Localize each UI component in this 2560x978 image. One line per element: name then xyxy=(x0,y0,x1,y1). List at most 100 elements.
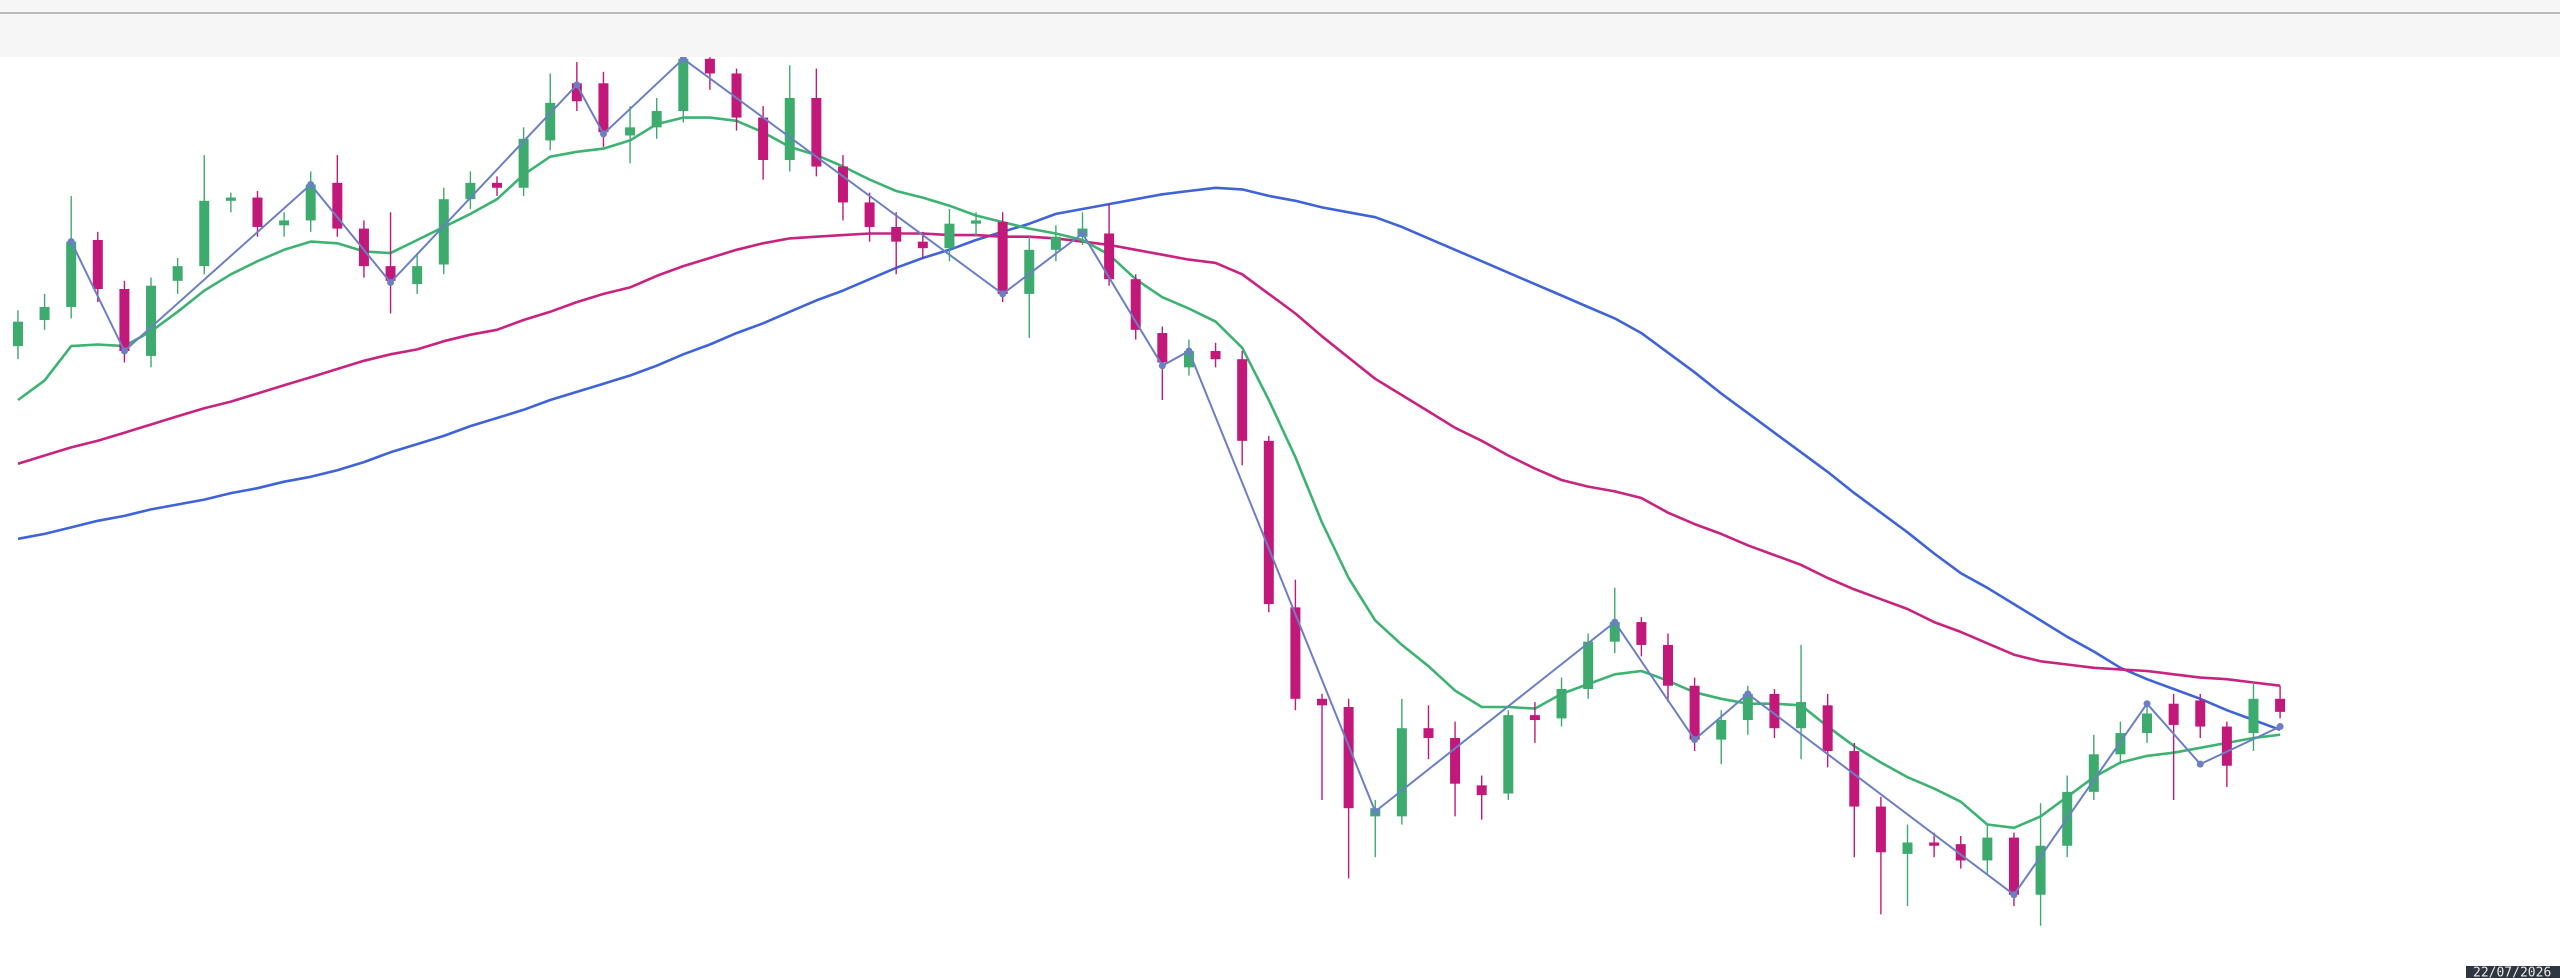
candle-body xyxy=(252,197,263,227)
candle-body xyxy=(811,97,822,167)
candle-body xyxy=(1157,333,1168,363)
candle-body xyxy=(1769,693,1780,729)
candle-body xyxy=(837,166,848,203)
candle-body xyxy=(1050,236,1061,250)
candle-body xyxy=(438,199,449,265)
zigzag-pivot xyxy=(573,81,581,89)
candle-body xyxy=(146,285,157,356)
candle-body xyxy=(2221,726,2232,766)
zigzag-pivot xyxy=(387,278,395,286)
candle-body xyxy=(2168,703,2179,725)
candle-body xyxy=(39,306,50,321)
candle-body xyxy=(1822,705,1833,752)
candle-body xyxy=(598,83,609,133)
candle-body xyxy=(625,127,636,136)
candle-body xyxy=(92,240,103,289)
candle-body xyxy=(332,182,343,229)
candle-body xyxy=(1955,844,1966,861)
candle-body xyxy=(1636,622,1647,645)
moving-average xyxy=(17,186,2281,732)
zigzag-pivot xyxy=(679,55,687,63)
candle-body xyxy=(1476,785,1487,796)
candle-body xyxy=(1662,644,1673,686)
zigzag-pivot xyxy=(1611,618,1619,626)
candle-body xyxy=(1024,249,1035,294)
candle-body xyxy=(358,228,369,267)
candle-body xyxy=(1583,641,1594,690)
candle-body xyxy=(1183,351,1194,368)
candle-body xyxy=(678,58,689,112)
candle-body xyxy=(651,111,662,128)
candle-body xyxy=(704,58,715,74)
candle-body xyxy=(1849,751,1860,807)
candle-body xyxy=(66,241,77,307)
candle-body xyxy=(1609,622,1620,642)
candle-body xyxy=(1689,685,1700,740)
candle-body xyxy=(492,182,503,188)
moving-average xyxy=(17,232,2281,687)
candle-body xyxy=(2248,698,2259,734)
candle-body xyxy=(12,321,23,347)
candle-body xyxy=(758,117,769,161)
candle-body xyxy=(385,266,396,281)
zigzag-pivot xyxy=(307,180,315,188)
zigzag-pivot xyxy=(1078,229,1086,237)
candle-body xyxy=(305,184,316,221)
zigzag-pivot xyxy=(2010,891,2018,899)
zigzag-pivot xyxy=(1691,736,1699,744)
moving-average xyxy=(17,116,2281,830)
candle-body xyxy=(784,97,795,161)
candle-body xyxy=(2275,698,2286,712)
candle-body xyxy=(1263,440,1274,605)
candle-body xyxy=(571,83,582,102)
candle-body xyxy=(1982,837,1993,861)
candle-body xyxy=(1450,737,1461,784)
candle-body xyxy=(917,241,928,249)
zigzag-pivot xyxy=(2196,760,2204,768)
zigzag-pivot xyxy=(1185,347,1193,355)
candle-body xyxy=(279,220,290,226)
candle-body xyxy=(864,202,875,227)
candle-body xyxy=(1290,607,1301,699)
candle-body xyxy=(172,266,183,281)
candle-body xyxy=(1716,720,1727,740)
toolbar-strip xyxy=(0,0,2560,57)
candle-body xyxy=(2142,713,2153,734)
zigzag-pivot xyxy=(1158,362,1166,370)
plot-area xyxy=(12,55,2286,926)
candle-body xyxy=(225,197,236,201)
candle-body xyxy=(1210,351,1221,360)
candle-body xyxy=(1556,689,1567,719)
zigzag-pivot xyxy=(120,347,128,355)
zigzag-pivot xyxy=(1744,690,1752,698)
candle-body xyxy=(1875,806,1886,853)
candle-body xyxy=(412,266,423,285)
zigzag-pivot xyxy=(67,238,75,246)
date-label: 22/07/2026 21 xyxy=(2473,966,2560,978)
zigzag-pivot xyxy=(1371,807,1379,815)
zigzag-line xyxy=(70,57,2281,896)
candle-body xyxy=(2088,754,2099,792)
date-label-box xyxy=(2466,966,2560,978)
candle-body xyxy=(1529,715,1540,721)
candle-body xyxy=(891,226,902,242)
candle-body xyxy=(944,223,955,249)
candle-body xyxy=(199,200,210,267)
candle-body xyxy=(545,102,556,141)
candle-body xyxy=(997,222,1008,294)
zigzag-pivot xyxy=(2143,700,2151,708)
candle-body xyxy=(1396,728,1407,817)
candle-body xyxy=(1104,233,1115,280)
candle-body xyxy=(2195,700,2206,727)
candle-body xyxy=(1503,715,1514,794)
candle-body xyxy=(518,138,529,188)
candle-body xyxy=(1423,728,1434,738)
candle-body xyxy=(465,182,476,200)
candle-body xyxy=(1237,359,1248,441)
candle-body xyxy=(971,220,982,224)
candle-body xyxy=(1343,706,1354,809)
candle-body xyxy=(119,288,130,352)
candle-body xyxy=(1130,279,1141,330)
